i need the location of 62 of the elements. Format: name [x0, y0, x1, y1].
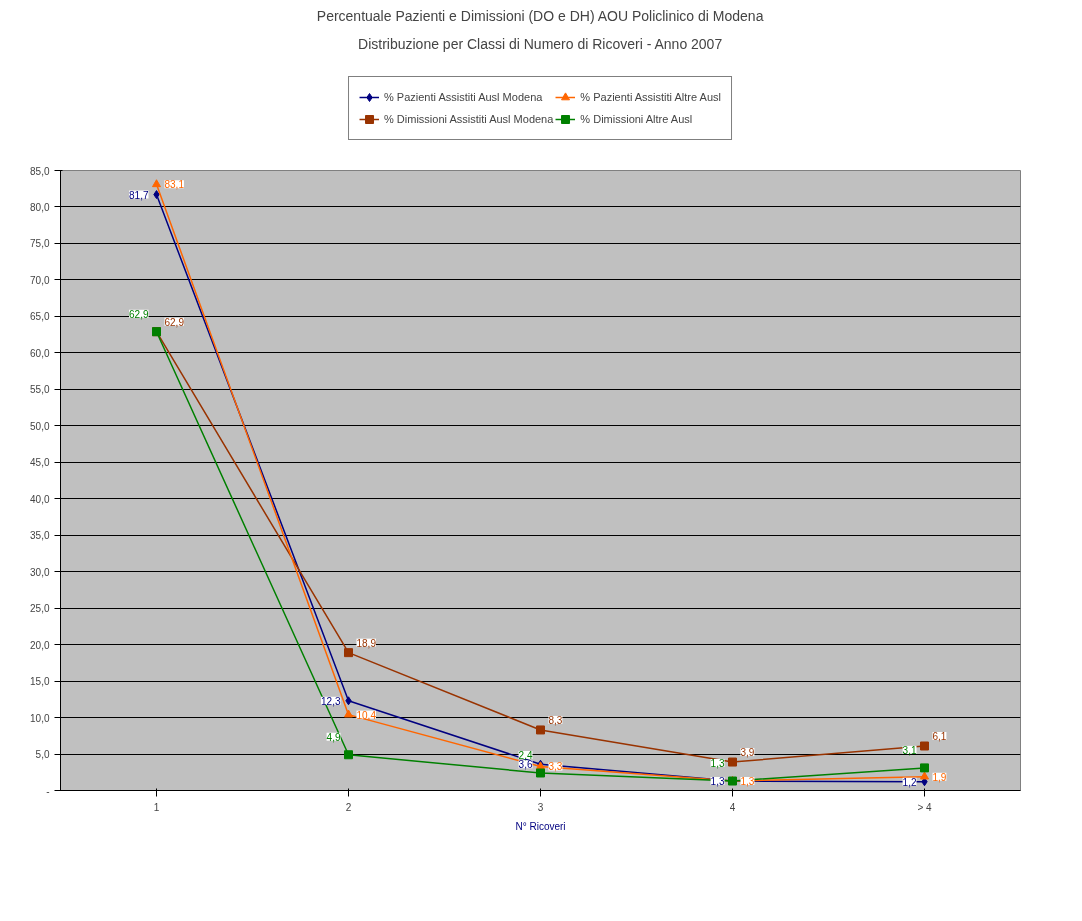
data-label: 3,6: [518, 759, 533, 771]
point: [920, 741, 929, 751]
data-label: 6,1: [932, 731, 947, 743]
point: [152, 179, 161, 188]
point: [344, 750, 353, 760]
data-label: 3,3: [548, 761, 563, 773]
y-tick-label: 75,0: [30, 238, 50, 250]
y-tick-label: 30,0: [30, 566, 50, 578]
y-tick-label: 80,0: [30, 201, 50, 213]
data-label: 1,2: [902, 776, 917, 788]
y-tick-label: 60,0: [30, 347, 50, 359]
y-tick-label: 55,0: [30, 384, 50, 396]
point: [344, 709, 353, 718]
data-label: 10,4: [356, 709, 377, 721]
y-tick-label: 10,0: [30, 712, 50, 724]
data-label: 4,9: [326, 731, 341, 743]
y-tick-label: 5,0: [35, 749, 50, 761]
legend-label: % Pazienti Assistiti Ausl Modena: [384, 91, 543, 103]
data-label: 3,1: [902, 744, 917, 756]
data-label: 2,4: [518, 749, 533, 761]
data-label: 83,1: [164, 179, 185, 191]
x-tick-label: > 4: [917, 801, 933, 813]
x-tick-label: 3: [537, 801, 544, 813]
y-tick-label: 20,0: [30, 639, 50, 651]
x-tick-label: 4: [729, 801, 736, 813]
data-label: 8,3: [548, 714, 563, 726]
y-tick-label: 25,0: [30, 603, 50, 615]
y-tick-label: 45,0: [30, 457, 50, 469]
y-tick-label: 15,0: [30, 676, 50, 688]
y-tick-label: 65,0: [30, 311, 50, 323]
point: [153, 190, 160, 200]
data-label: 1,9: [932, 771, 947, 783]
data-label: 3,9: [740, 747, 755, 759]
data-label: 62,9: [129, 308, 149, 320]
data-label: 1,3: [710, 776, 725, 788]
legend-label: % Pazienti Assistiti Altre Ausl: [580, 91, 721, 103]
point: [536, 768, 545, 778]
point: [344, 648, 353, 658]
data-label: 18,9: [356, 637, 377, 649]
data-label: 1,3: [710, 758, 725, 770]
point: [920, 771, 929, 780]
y-tick-label: 70,0: [30, 274, 50, 286]
data-label: 1,3: [740, 776, 755, 788]
y-tick-label: 50,0: [30, 420, 50, 432]
point: [920, 763, 929, 773]
legend-label: % Dimissioni Assistiti Ausl Modena: [384, 113, 554, 125]
chart-subtitle: Distribuzione per Classi di Numero di Ricoveri - Anno 2007: [358, 35, 723, 52]
data-label: 12,3: [321, 695, 341, 707]
data-label: 81,7: [129, 189, 149, 201]
data-label: 62,9: [164, 316, 185, 328]
x-tick-label: 2: [345, 801, 352, 813]
x-axis-title: N° Ricoveri: [515, 820, 566, 832]
y-tick-label: 40,0: [30, 493, 50, 505]
point: [345, 696, 352, 706]
y-tick-label: -: [46, 785, 50, 797]
y-tick-label: 85,0: [30, 165, 50, 177]
x-tick-label: 1: [153, 801, 160, 813]
point: [728, 757, 737, 767]
legend-label: % Dimissioni Altre Ausl: [580, 113, 693, 125]
chart-title: Percentuale Pazienti e Dimissioni (DO e DH) AOU Policlinico di Modena: [316, 7, 764, 24]
y-tick-label: 35,0: [30, 530, 50, 542]
point: [536, 725, 545, 735]
